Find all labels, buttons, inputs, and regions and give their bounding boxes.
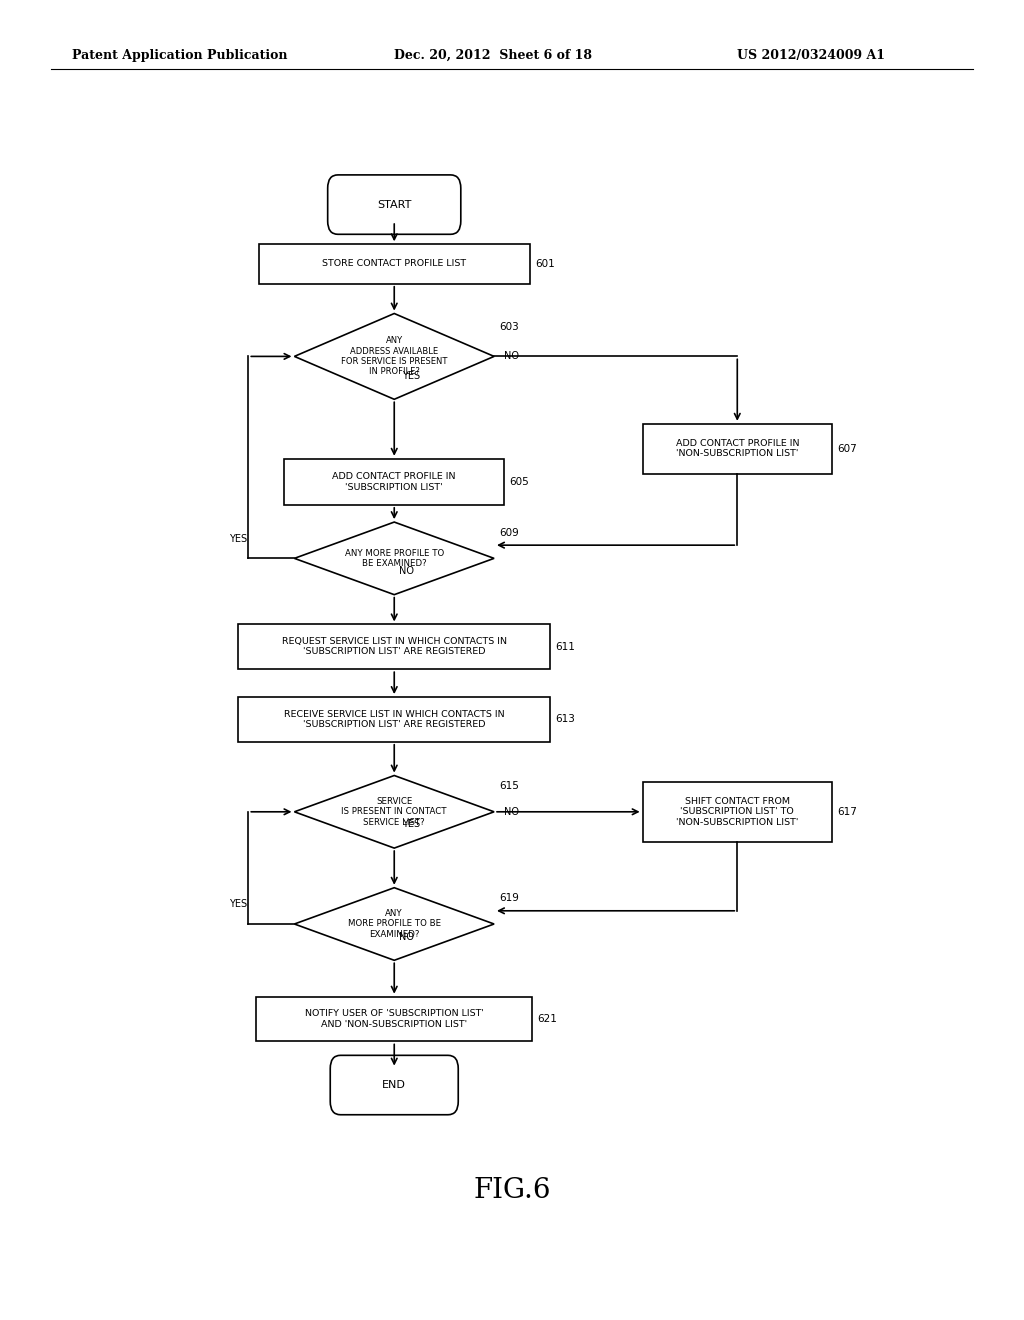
- Polygon shape: [295, 887, 495, 961]
- Text: REQUEST SERVICE LIST IN WHICH CONTACTS IN
'SUBSCRIPTION LIST' ARE REGISTERED: REQUEST SERVICE LIST IN WHICH CONTACTS I…: [282, 638, 507, 656]
- Text: FIG.6: FIG.6: [473, 1177, 551, 1204]
- Text: NO: NO: [399, 566, 415, 576]
- Text: START: START: [377, 199, 412, 210]
- Text: NOTIFY USER OF 'SUBSCRIPTION LIST'
AND 'NON-SUBSCRIPTION LIST': NOTIFY USER OF 'SUBSCRIPTION LIST' AND '…: [305, 1010, 483, 1028]
- Text: 617: 617: [838, 807, 857, 817]
- Text: 611: 611: [555, 642, 575, 652]
- Text: YES: YES: [229, 899, 247, 909]
- Text: ANY
MORE PROFILE TO BE
EXAMINED?: ANY MORE PROFILE TO BE EXAMINED?: [348, 909, 440, 939]
- Text: Patent Application Publication: Patent Application Publication: [72, 49, 287, 62]
- Bar: [643, 781, 831, 842]
- Text: SERVICE
IS PRESENT IN CONTACT
SERVICE LIST?: SERVICE IS PRESENT IN CONTACT SERVICE LI…: [341, 797, 447, 826]
- Text: 621: 621: [538, 1014, 557, 1024]
- Text: YES: YES: [402, 371, 421, 380]
- Text: YES: YES: [402, 820, 421, 829]
- Text: NO: NO: [505, 351, 519, 362]
- Text: Dec. 20, 2012  Sheet 6 of 18: Dec. 20, 2012 Sheet 6 of 18: [394, 49, 592, 62]
- Text: ANY
ADDRESS AVAILABLE
FOR SERVICE IS PRESENT
IN PROFILE?: ANY ADDRESS AVAILABLE FOR SERVICE IS PRE…: [341, 337, 447, 376]
- Polygon shape: [295, 314, 495, 399]
- Text: 615: 615: [500, 781, 519, 791]
- Text: 609: 609: [500, 528, 519, 537]
- Text: US 2012/0324009 A1: US 2012/0324009 A1: [737, 49, 886, 62]
- FancyBboxPatch shape: [330, 1056, 459, 1114]
- Text: ADD CONTACT PROFILE IN
'SUBSCRIPTION LIST': ADD CONTACT PROFILE IN 'SUBSCRIPTION LIS…: [333, 473, 456, 491]
- Text: YES: YES: [229, 533, 247, 544]
- Text: END: END: [382, 1080, 407, 1090]
- Bar: [238, 697, 551, 742]
- Text: 601: 601: [536, 259, 555, 269]
- Text: NO: NO: [505, 807, 519, 817]
- Text: NO: NO: [399, 932, 415, 941]
- Text: RECEIVE SERVICE LIST IN WHICH CONTACTS IN
'SUBSCRIPTION LIST' ARE REGISTERED: RECEIVE SERVICE LIST IN WHICH CONTACTS I…: [284, 710, 505, 729]
- Text: ANY MORE PROFILE TO
BE EXAMINED?: ANY MORE PROFILE TO BE EXAMINED?: [345, 549, 443, 568]
- Bar: [238, 624, 551, 669]
- Bar: [258, 244, 530, 284]
- Polygon shape: [295, 523, 495, 594]
- Text: 607: 607: [838, 444, 857, 454]
- Bar: [285, 458, 505, 504]
- Text: 603: 603: [500, 322, 519, 331]
- Text: SHIFT CONTACT FROM
'SUBSCRIPTION LIST' TO
'NON-SUBSCRIPTION LIST': SHIFT CONTACT FROM 'SUBSCRIPTION LIST' T…: [676, 797, 799, 826]
- Text: ADD CONTACT PROFILE IN
'NON-SUBSCRIPTION LIST': ADD CONTACT PROFILE IN 'NON-SUBSCRIPTION…: [676, 440, 799, 458]
- Text: 619: 619: [500, 894, 519, 903]
- Bar: [256, 997, 532, 1041]
- Bar: [643, 424, 831, 474]
- Text: 605: 605: [510, 477, 529, 487]
- Polygon shape: [295, 776, 495, 849]
- FancyBboxPatch shape: [328, 174, 461, 235]
- Text: 613: 613: [555, 714, 575, 725]
- Text: STORE CONTACT PROFILE LIST: STORE CONTACT PROFILE LIST: [323, 260, 466, 268]
